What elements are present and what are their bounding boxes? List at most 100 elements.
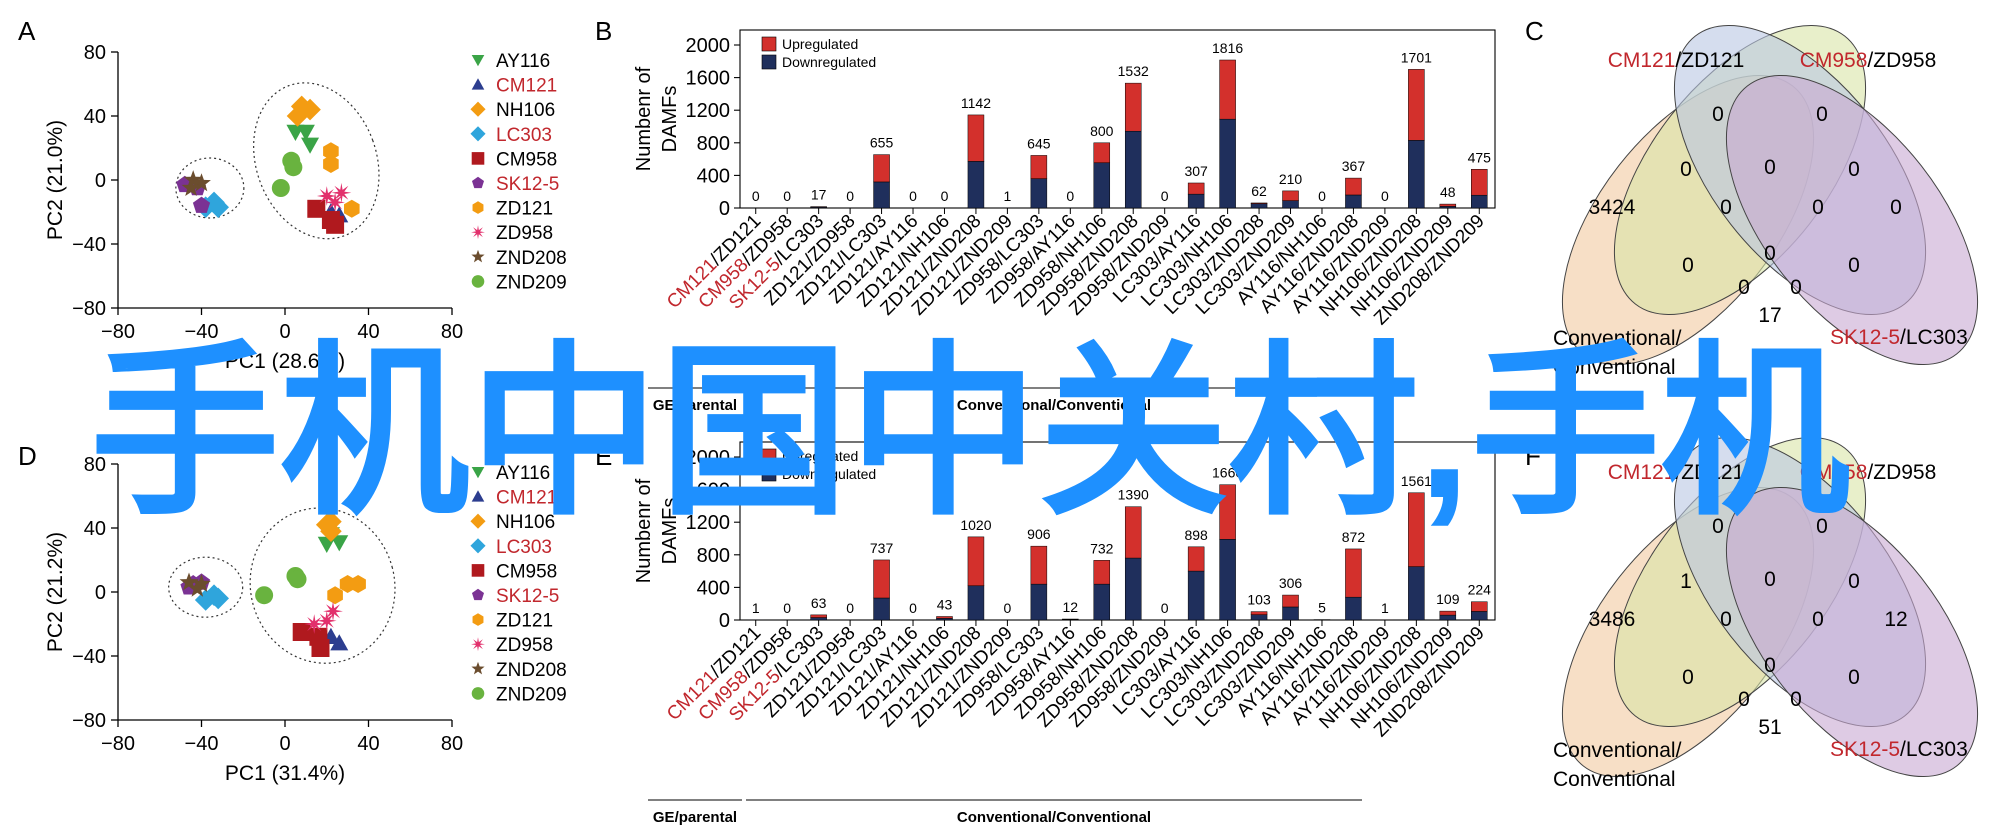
scatter-point bbox=[307, 199, 326, 218]
scatter-point bbox=[304, 614, 325, 634]
x-axis-label: PC1 (28.6%) bbox=[225, 350, 345, 373]
bar-total-label: 0 bbox=[1003, 600, 1011, 616]
scatter-point bbox=[187, 578, 207, 597]
bar-total-label: 0 bbox=[846, 188, 854, 204]
panel-label: B bbox=[595, 16, 612, 46]
bar-upregulated bbox=[1282, 594, 1299, 608]
scatter-point bbox=[323, 142, 339, 161]
venn-set-label-red: CM121 bbox=[1608, 461, 1676, 484]
bar-total-label: 1 bbox=[752, 600, 760, 616]
bar-total-label: 224 bbox=[1468, 582, 1492, 598]
bar-total-label: 0 bbox=[1381, 188, 1389, 204]
bar-total-label: 655 bbox=[870, 135, 894, 151]
bar-upregulated bbox=[1093, 142, 1111, 164]
bar-downregulated bbox=[1187, 193, 1205, 209]
x-tick-label: −40 bbox=[185, 321, 219, 343]
venn-count: 0 bbox=[1764, 654, 1776, 677]
bar-total-label: 1701 bbox=[1401, 49, 1432, 65]
scatter-point bbox=[330, 634, 349, 651]
bar-total-label: 5 bbox=[1318, 600, 1326, 616]
scatter-point bbox=[203, 191, 225, 214]
bar-downregulated bbox=[1471, 194, 1488, 209]
group-label-conventional: Conventional/Conventional bbox=[957, 809, 1151, 826]
scatter-point bbox=[320, 510, 342, 533]
legend-label: SK12-5 bbox=[496, 174, 559, 195]
legend-swatch-up bbox=[761, 448, 777, 464]
venn-count: 0 bbox=[1848, 254, 1860, 277]
legend-marker bbox=[471, 54, 485, 67]
bar-total-label: 872 bbox=[1342, 529, 1366, 545]
venn-count: 3424 bbox=[1589, 196, 1636, 219]
venn-set-label: SK12-5/LC303 bbox=[1830, 738, 1968, 761]
bar-upregulated bbox=[1219, 484, 1236, 540]
y-axis-label: PC2 (21.2%) bbox=[44, 532, 67, 652]
bar-upregulated bbox=[1250, 611, 1268, 615]
legend-label: SK12-5 bbox=[496, 586, 559, 607]
venn-count: 0 bbox=[1790, 688, 1802, 711]
cluster-ellipse bbox=[249, 507, 396, 664]
legend-label: AY116 bbox=[496, 51, 550, 72]
bar-total-label: 732 bbox=[1090, 540, 1114, 556]
bar-upregulated bbox=[1345, 548, 1362, 598]
bar-upregulated bbox=[810, 206, 827, 208]
legend-swatch-up bbox=[761, 36, 777, 52]
venn-set-label: CM958/ZD958 bbox=[1800, 49, 1937, 72]
scatter-point bbox=[296, 124, 315, 141]
bar-downregulated bbox=[1093, 162, 1111, 209]
group-label-conventional: Conventional/Conventional bbox=[957, 397, 1151, 414]
x-tick-label: 80 bbox=[441, 733, 463, 755]
scatter-point bbox=[192, 173, 211, 192]
bar-total-label: 1 bbox=[1381, 600, 1389, 616]
venn-set-label-rest: /ZD121 bbox=[1675, 49, 1744, 72]
bar-downregulated bbox=[1124, 130, 1142, 209]
bar-upregulated bbox=[1282, 190, 1299, 201]
bar-downregulated bbox=[1187, 570, 1205, 621]
bar-total-label: 12 bbox=[1063, 599, 1079, 615]
bar-upregulated bbox=[1471, 601, 1488, 612]
scatter-point bbox=[344, 199, 360, 218]
bar-upregulated bbox=[1439, 610, 1457, 616]
y-tick-label: 80 bbox=[84, 42, 106, 64]
legend-marker bbox=[471, 661, 485, 675]
legend-marker bbox=[471, 275, 485, 288]
y-tick-label: 40 bbox=[84, 106, 106, 128]
legend-swatch-down bbox=[761, 466, 777, 482]
y-tick-label: 2000 bbox=[686, 35, 731, 57]
legend-label: ZD121 bbox=[496, 199, 553, 220]
cluster-ellipse bbox=[175, 157, 245, 219]
legend-label: LC303 bbox=[496, 537, 552, 558]
bar-total-label: 1142 bbox=[961, 95, 991, 111]
venn-count: 17 bbox=[1758, 304, 1781, 327]
cluster-ellipse bbox=[168, 556, 244, 618]
legend-marker bbox=[470, 101, 486, 117]
venn-count: 0 bbox=[1682, 254, 1694, 277]
legend-marker bbox=[472, 613, 484, 626]
panel-label: E bbox=[595, 441, 612, 471]
bar-total-label: 898 bbox=[1184, 527, 1208, 543]
venn-set-label: CM958/ZD958 bbox=[1800, 461, 1937, 484]
bar-total-label: 0 bbox=[1066, 188, 1074, 204]
y-tick-label: 400 bbox=[697, 577, 730, 599]
panel-d: D −80−80 −40 −40 0 0 40 40 80 80 PC1 (31.4%) PC2 (… bbox=[18, 441, 567, 785]
legend-label: NH106 bbox=[496, 100, 555, 121]
venn-set-label-rest: /ZD958 bbox=[1867, 49, 1936, 72]
bar-total-label: 0 bbox=[941, 188, 949, 204]
scatter-point bbox=[192, 574, 211, 592]
bar-downregulated bbox=[873, 181, 890, 209]
scatter-point bbox=[311, 639, 330, 657]
bar-downregulated bbox=[1345, 596, 1362, 621]
venn-set-label-red: CM958 bbox=[1800, 49, 1868, 72]
legend-marker bbox=[470, 513, 486, 529]
bar-total-label: 737 bbox=[870, 540, 894, 556]
x-tick-label: 80 bbox=[441, 321, 463, 343]
venn-count: 0 bbox=[1720, 608, 1732, 631]
bar-upregulated bbox=[1093, 560, 1111, 585]
scatter-point bbox=[326, 215, 345, 234]
bar-downregulated bbox=[1250, 203, 1268, 209]
bar-downregulated bbox=[1250, 614, 1268, 621]
legend-marker bbox=[471, 78, 485, 90]
y-axis-label: Numbenr of bbox=[633, 66, 655, 171]
scatter-point bbox=[325, 192, 345, 213]
venn-count: 0 bbox=[1712, 515, 1724, 538]
